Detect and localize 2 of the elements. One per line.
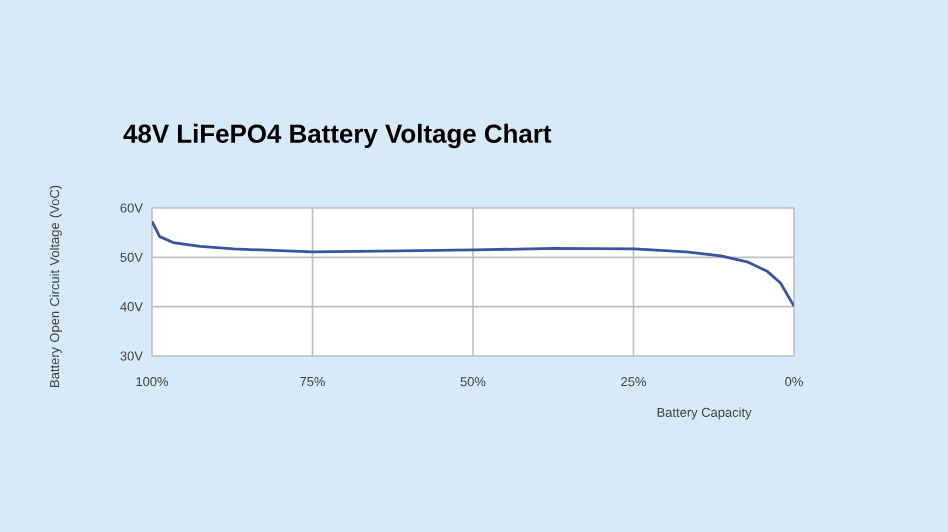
chart-title: 48V LiFePO4 Battery Voltage Chart <box>123 123 552 149</box>
line-series <box>151 219 794 308</box>
